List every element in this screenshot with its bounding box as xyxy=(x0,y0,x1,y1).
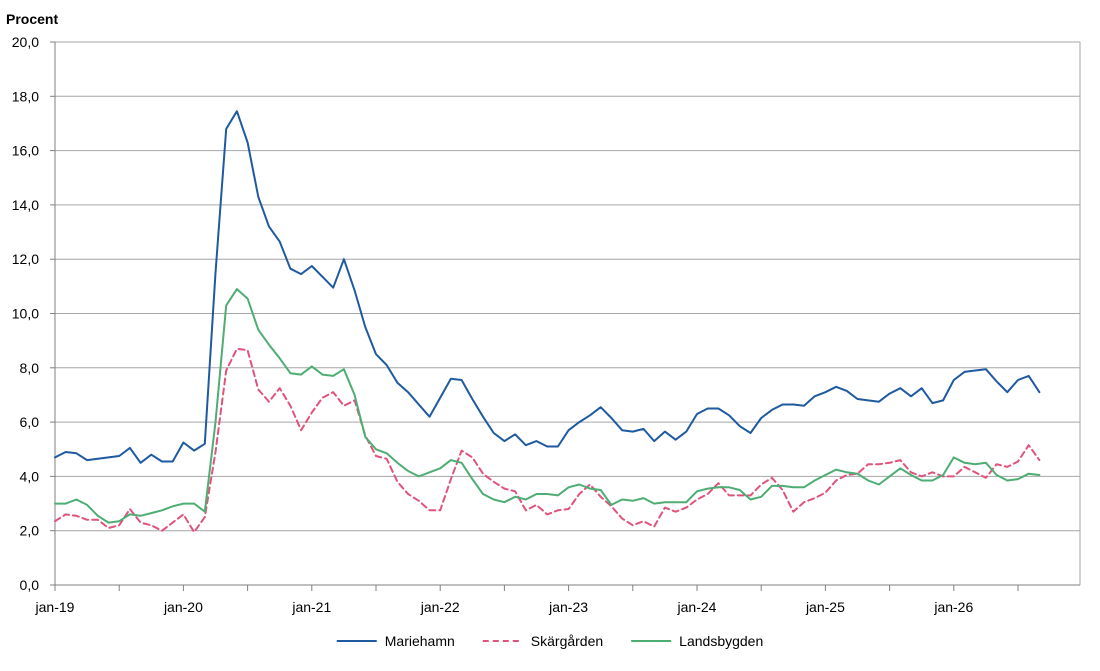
y-tick-label: 10,0 xyxy=(12,306,39,322)
x-axis: jan-19 jan-20 jan-21 jan-22 jan-23 jan-24 jan-… xyxy=(35,41,1080,615)
legend-label: Skärgården xyxy=(531,633,603,649)
series-line-sk-rg-rden xyxy=(54,347,1041,534)
legend-item: Landsbygden xyxy=(631,633,763,649)
x-tick-label: jan-23 xyxy=(548,599,588,615)
x-tick-label: jan-21 xyxy=(291,599,331,615)
legend-label: Landsbygden xyxy=(679,633,763,649)
y-tick-label: 20,0 xyxy=(12,34,39,50)
series-line-mariehamn xyxy=(54,110,1041,464)
y-axis-ticks: 0,0 2,0 4,0 6,0 8,0 10,0 12,0 14,0 16,0 18,0 20,0 xyxy=(12,34,39,593)
y-tick-label: 0,0 xyxy=(20,577,40,593)
x-tick-label: jan-20 xyxy=(163,599,203,615)
y-tick-label: 16,0 xyxy=(12,143,39,159)
y-tick-label: 6,0 xyxy=(20,414,40,430)
x-tick-label: jan-25 xyxy=(805,599,845,615)
x-tick-label: jan-24 xyxy=(677,599,717,615)
y-axis-label: Procent xyxy=(6,11,58,27)
y-tick-label: 8,0 xyxy=(20,360,40,376)
y-tick-label: 4,0 xyxy=(20,468,40,484)
legend-item: Skärgården xyxy=(482,633,603,649)
legend: Mariehamn Skärgården Landsbygden xyxy=(336,633,763,649)
y-tick-label: 18,0 xyxy=(12,88,39,104)
series-line-landsbygden xyxy=(54,288,1041,524)
y-tick-label: 14,0 xyxy=(12,197,39,213)
y-tick-label: 2,0 xyxy=(20,523,40,539)
x-tick-label: jan-19 xyxy=(35,599,75,615)
x-tick-label: jan-26 xyxy=(933,599,973,615)
gridlines xyxy=(55,41,1081,585)
legend-label: Mariehamn xyxy=(385,633,455,649)
series-lines xyxy=(54,110,1041,534)
x-tick-label: jan-22 xyxy=(420,599,460,615)
legend-item: Mariehamn xyxy=(336,633,455,649)
y-tick-label: 12,0 xyxy=(12,251,39,267)
